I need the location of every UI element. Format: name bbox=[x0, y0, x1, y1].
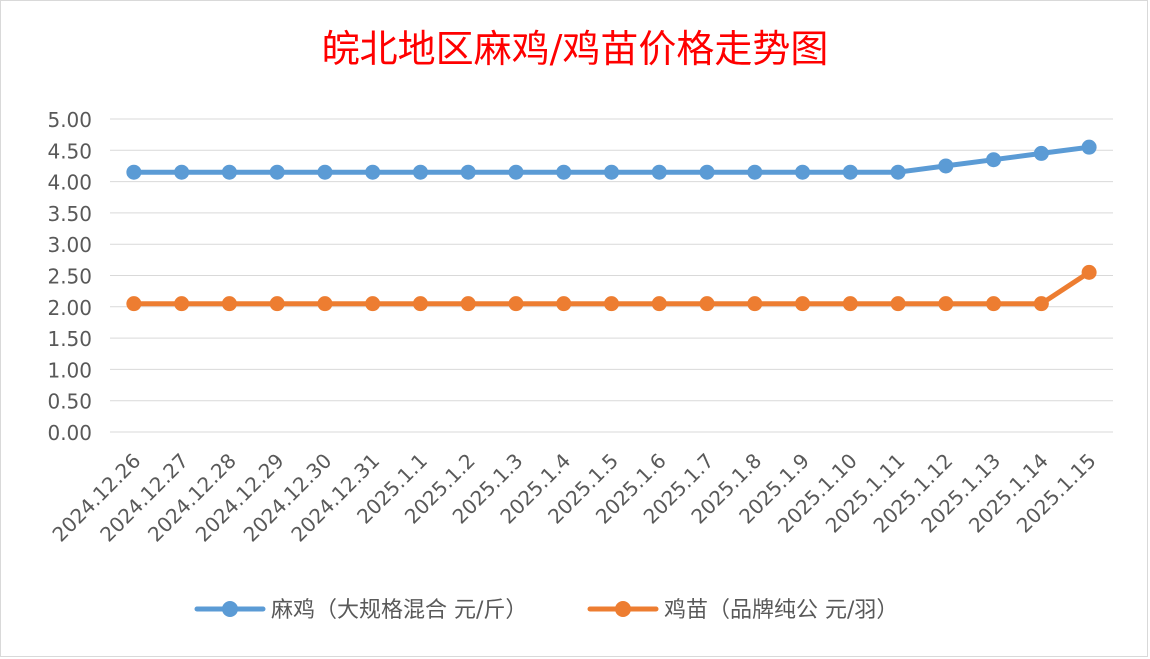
data-point bbox=[269, 296, 285, 312]
data-point bbox=[412, 296, 428, 312]
data-point bbox=[556, 296, 572, 312]
data-point bbox=[604, 296, 619, 312]
y-tick-label: 3.50 bbox=[47, 202, 92, 226]
data-point bbox=[986, 296, 1002, 312]
chart-title: 皖北地区麻鸡/鸡苗价格走势图 bbox=[322, 27, 829, 71]
data-point bbox=[747, 164, 763, 180]
legend-swatch-marker bbox=[222, 601, 238, 617]
data-point bbox=[890, 164, 906, 180]
data-point bbox=[126, 296, 142, 312]
legend-item-1: 麻鸡（大规格混合 元/斤） bbox=[194, 598, 527, 623]
series-2 bbox=[126, 264, 1097, 312]
data-point bbox=[556, 164, 572, 180]
data-point bbox=[795, 296, 811, 312]
y-tick-label: 5.00 bbox=[47, 108, 92, 132]
legend-item-2: 鸡苗（品牌纯公 元/羽） bbox=[587, 598, 898, 623]
legend-swatch-marker bbox=[615, 601, 631, 617]
data-point bbox=[699, 296, 715, 312]
data-point bbox=[1033, 296, 1049, 312]
y-axis-tick-labels: 0.00 0.50 1.00 1.50 2.00 2.50 3.00 3.50 4.00 4.50… bbox=[47, 108, 92, 445]
series-layer bbox=[126, 139, 1097, 312]
data-point bbox=[460, 296, 476, 312]
data-point bbox=[604, 164, 619, 180]
data-point bbox=[795, 164, 811, 180]
data-point bbox=[174, 296, 190, 312]
data-point bbox=[460, 164, 476, 180]
data-point bbox=[221, 164, 237, 180]
y-tick-label: 2.50 bbox=[47, 265, 92, 289]
data-point bbox=[269, 164, 285, 180]
data-point bbox=[221, 296, 237, 312]
data-point bbox=[1081, 139, 1097, 155]
y-tick-label: 4.00 bbox=[47, 171, 92, 195]
data-point bbox=[365, 296, 381, 312]
y-tick-label: 3.00 bbox=[47, 233, 92, 257]
data-point bbox=[842, 164, 858, 180]
data-point bbox=[1033, 145, 1049, 161]
legend-label: 麻鸡（大规格混合 元/斤） bbox=[271, 598, 527, 623]
y-tick-label: 1.50 bbox=[47, 327, 92, 351]
data-point bbox=[747, 296, 763, 312]
y-tick-label: 1.00 bbox=[47, 358, 92, 382]
y-tick-label: 0.00 bbox=[47, 421, 92, 445]
data-point bbox=[651, 296, 667, 312]
data-point bbox=[938, 158, 954, 174]
data-point bbox=[1081, 264, 1097, 280]
data-point bbox=[890, 296, 906, 312]
legend: 麻鸡（大规格混合 元/斤） 鸡苗（品牌纯公 元/羽） bbox=[194, 598, 898, 623]
data-point bbox=[699, 164, 715, 180]
data-point bbox=[126, 164, 142, 180]
data-point bbox=[938, 296, 954, 312]
data-point bbox=[508, 164, 524, 180]
y-tick-label: 2.00 bbox=[47, 296, 92, 320]
data-point bbox=[508, 296, 524, 312]
series-1 bbox=[126, 139, 1097, 180]
data-point bbox=[842, 296, 858, 312]
y-tick-label: 0.50 bbox=[47, 390, 92, 414]
data-point bbox=[317, 164, 333, 180]
data-point bbox=[365, 164, 381, 180]
y-tick-label: 4.50 bbox=[47, 139, 92, 163]
legend-label: 鸡苗（品牌纯公 元/羽） bbox=[664, 598, 898, 623]
data-point bbox=[317, 296, 333, 312]
data-point bbox=[651, 164, 667, 180]
data-point bbox=[174, 164, 190, 180]
data-point bbox=[986, 152, 1002, 168]
data-point bbox=[412, 164, 428, 180]
